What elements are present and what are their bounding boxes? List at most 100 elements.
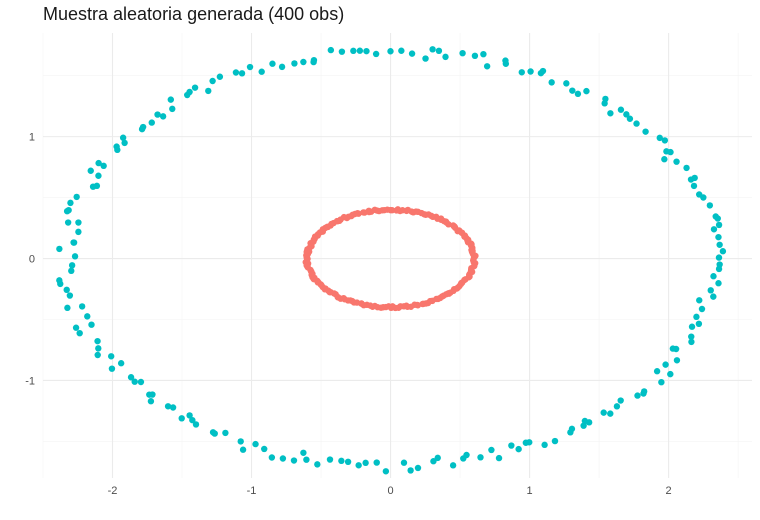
data-point: [327, 46, 335, 54]
data-point: [114, 146, 121, 154]
data-point: [191, 84, 199, 91]
data-point: [435, 47, 443, 55]
data-point: [373, 459, 380, 466]
data-point: [495, 454, 503, 462]
data-point: [159, 113, 167, 120]
data-point: [209, 77, 216, 85]
data-point: [716, 241, 723, 248]
data-point: [382, 468, 390, 475]
data-point: [515, 445, 522, 453]
data-point: [84, 313, 91, 320]
data-point: [108, 365, 116, 372]
data-point: [72, 324, 80, 331]
data-point: [690, 182, 698, 190]
data-point: [290, 457, 298, 464]
data-point: [695, 320, 703, 328]
data-point: [147, 398, 155, 405]
data-point: [372, 50, 380, 58]
data-point: [117, 360, 125, 367]
data-point: [76, 329, 83, 337]
data-point: [239, 446, 247, 453]
data-point: [278, 63, 286, 71]
data-point: [167, 96, 175, 103]
data-point: [563, 80, 570, 87]
data-point: [63, 207, 71, 215]
data-point: [261, 445, 268, 453]
data-point: [63, 286, 70, 294]
data-point: [469, 257, 477, 264]
data-point: [463, 451, 470, 459]
data-point: [502, 60, 510, 67]
data-point: [526, 439, 533, 446]
data-point: [164, 403, 172, 410]
data-point: [138, 125, 146, 133]
data-point: [715, 221, 723, 229]
data-point: [658, 378, 665, 386]
data-point: [303, 456, 310, 463]
data-point: [574, 90, 582, 98]
data-point: [95, 172, 102, 179]
data-point: [246, 63, 254, 71]
data-point: [362, 459, 369, 467]
data-point: [94, 337, 101, 345]
data-point: [537, 69, 545, 77]
data-point: [68, 262, 76, 269]
x-tick-label: -2: [108, 485, 118, 497]
data-point: [137, 378, 145, 386]
data-point: [607, 110, 614, 117]
data-point: [541, 441, 548, 449]
data-point: [640, 388, 648, 395]
data-point: [300, 449, 307, 456]
data-point: [149, 391, 156, 398]
data-point: [688, 323, 696, 330]
data-point: [634, 392, 641, 399]
data-point: [429, 46, 436, 53]
data-point: [100, 162, 107, 170]
data-point: [661, 137, 669, 144]
data-point: [580, 422, 587, 429]
data-point: [154, 111, 161, 118]
data-point: [252, 440, 259, 448]
data-point: [237, 438, 244, 445]
data-point: [300, 58, 307, 66]
data-point: [205, 87, 212, 95]
data-point: [338, 48, 346, 55]
data-point: [314, 461, 321, 468]
data-point: [57, 280, 64, 288]
data-point: [78, 303, 86, 310]
data-point: [695, 191, 703, 198]
data-point: [326, 456, 334, 463]
data-point: [169, 105, 176, 113]
data-point: [279, 455, 287, 462]
data-point: [667, 370, 674, 378]
data-point: [719, 248, 727, 255]
data-point: [480, 50, 487, 58]
data-point: [551, 437, 559, 445]
data-point: [567, 429, 574, 436]
data-point: [209, 429, 217, 436]
data-point: [268, 454, 276, 461]
data-point: [706, 202, 714, 209]
data-point: [67, 199, 74, 207]
y-tick-label: 0: [29, 254, 35, 266]
data-point: [107, 353, 115, 360]
data-point: [64, 219, 72, 226]
data-point: [184, 91, 191, 99]
data-point: [698, 305, 706, 313]
data-point: [508, 442, 515, 449]
data-point: [75, 219, 82, 226]
data-point: [360, 209, 367, 216]
data-point: [449, 462, 457, 469]
data-point: [350, 47, 357, 55]
data-point: [653, 368, 661, 375]
data-point: [338, 457, 345, 465]
data-point: [673, 357, 681, 364]
data-point: [688, 333, 695, 340]
data-point: [258, 68, 265, 75]
data-point: [148, 119, 155, 126]
data-point: [696, 297, 703, 304]
data-point: [356, 47, 364, 54]
chart-title: Muestra aleatoria generada (400 obs): [43, 4, 345, 24]
data-point: [459, 49, 466, 57]
